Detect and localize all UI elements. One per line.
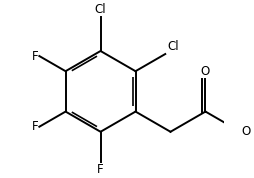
Text: Cl: Cl xyxy=(167,40,179,53)
Text: O: O xyxy=(242,125,251,138)
Text: F: F xyxy=(32,49,38,62)
Text: F: F xyxy=(97,163,104,176)
Text: F: F xyxy=(32,120,38,133)
Text: Cl: Cl xyxy=(95,3,106,16)
Text: O: O xyxy=(201,65,210,78)
